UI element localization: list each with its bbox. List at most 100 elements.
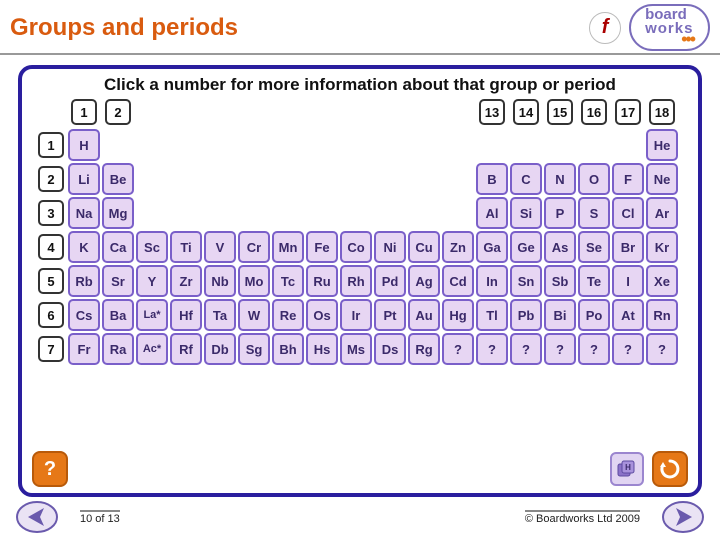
element-cell[interactable]: Pt <box>374 299 406 331</box>
element-cell[interactable]: Sc <box>136 231 168 263</box>
element-cell[interactable]: Ra <box>102 333 134 365</box>
element-cell[interactable]: Tl <box>476 299 508 331</box>
element-cell[interactable]: Ga <box>476 231 508 263</box>
element-cell[interactable]: Sb <box>544 265 576 297</box>
element-cell[interactable]: ? <box>476 333 508 365</box>
element-cell[interactable]: Sr <box>102 265 134 297</box>
element-cell[interactable]: B <box>476 163 508 195</box>
element-cell[interactable]: Mn <box>272 231 304 263</box>
element-cell[interactable]: Pd <box>374 265 406 297</box>
element-cell[interactable]: Nb <box>204 265 236 297</box>
element-cell[interactable]: Fe <box>306 231 338 263</box>
element-cell[interactable]: Mg <box>102 197 134 229</box>
element-cell[interactable]: Ti <box>170 231 202 263</box>
element-cell[interactable]: Br <box>612 231 644 263</box>
element-cell[interactable]: Hs <box>306 333 338 365</box>
element-cell[interactable]: Si <box>510 197 542 229</box>
element-cell[interactable]: Ru <box>306 265 338 297</box>
group-button-1[interactable]: 1 <box>71 99 97 125</box>
element-cell[interactable]: Li <box>68 163 100 195</box>
group-button-14[interactable]: 14 <box>513 99 539 125</box>
element-cell[interactable]: ? <box>612 333 644 365</box>
element-cell[interactable]: Ir <box>340 299 372 331</box>
element-cell[interactable]: K <box>68 231 100 263</box>
element-cell[interactable]: Cs <box>68 299 100 331</box>
element-cell[interactable]: Bh <box>272 333 304 365</box>
next-arrow-button[interactable] <box>662 500 704 534</box>
element-cell[interactable]: Cu <box>408 231 440 263</box>
element-cell[interactable]: In <box>476 265 508 297</box>
element-cell[interactable]: Rg <box>408 333 440 365</box>
element-cell[interactable]: Ms <box>340 333 372 365</box>
element-cell[interactable]: ? <box>442 333 474 365</box>
element-cell[interactable]: ? <box>510 333 542 365</box>
element-cell[interactable]: Ac* <box>136 333 168 365</box>
element-cell[interactable]: Ar <box>646 197 678 229</box>
element-cell[interactable]: Ba <box>102 299 134 331</box>
element-cell[interactable]: Zr <box>170 265 202 297</box>
element-cell[interactable]: Ag <box>408 265 440 297</box>
group-button-13[interactable]: 13 <box>479 99 505 125</box>
period-button-5[interactable]: 5 <box>38 268 64 294</box>
element-cell[interactable]: Sg <box>238 333 270 365</box>
element-cell[interactable]: Al <box>476 197 508 229</box>
element-cell[interactable]: Rb <box>68 265 100 297</box>
element-cell[interactable]: Rf <box>170 333 202 365</box>
element-cell[interactable]: F <box>612 163 644 195</box>
element-cell[interactable]: Ds <box>374 333 406 365</box>
element-cell[interactable]: Re <box>272 299 304 331</box>
element-cell[interactable]: ? <box>544 333 576 365</box>
reset-button[interactable] <box>652 451 688 487</box>
element-cell[interactable]: La* <box>136 299 168 331</box>
element-cell[interactable]: ? <box>578 333 610 365</box>
element-cell[interactable]: Rn <box>646 299 678 331</box>
element-cell[interactable]: W <box>238 299 270 331</box>
element-cell[interactable]: C <box>510 163 542 195</box>
group-button-17[interactable]: 17 <box>615 99 641 125</box>
element-cell[interactable]: Ta <box>204 299 236 331</box>
help-button[interactable]: ? <box>32 451 68 487</box>
group-button-2[interactable]: 2 <box>105 99 131 125</box>
period-button-7[interactable]: 7 <box>38 336 64 362</box>
element-cell[interactable]: Xe <box>646 265 678 297</box>
element-cell[interactable]: Sn <box>510 265 542 297</box>
element-cell[interactable]: Ni <box>374 231 406 263</box>
element-cell[interactable]: Co <box>340 231 372 263</box>
element-cell[interactable]: Db <box>204 333 236 365</box>
element-cell[interactable]: Te <box>578 265 610 297</box>
element-cell[interactable]: Bi <box>544 299 576 331</box>
element-cell[interactable]: Au <box>408 299 440 331</box>
element-cell[interactable]: Na <box>68 197 100 229</box>
element-cell[interactable]: S <box>578 197 610 229</box>
prev-arrow-button[interactable] <box>16 500 58 534</box>
element-cell[interactable]: ? <box>646 333 678 365</box>
element-cell[interactable]: Ca <box>102 231 134 263</box>
element-cell[interactable]: Os <box>306 299 338 331</box>
element-cell[interactable]: Cr <box>238 231 270 263</box>
element-cell[interactable]: Fr <box>68 333 100 365</box>
group-button-15[interactable]: 15 <box>547 99 573 125</box>
element-cell[interactable]: Pb <box>510 299 542 331</box>
element-cell[interactable]: Cl <box>612 197 644 229</box>
element-cell[interactable]: Mo <box>238 265 270 297</box>
element-cell[interactable]: Hg <box>442 299 474 331</box>
period-button-2[interactable]: 2 <box>38 166 64 192</box>
element-cell[interactable]: Tc <box>272 265 304 297</box>
group-button-16[interactable]: 16 <box>581 99 607 125</box>
element-cell[interactable]: Y <box>136 265 168 297</box>
period-button-1[interactable]: 1 <box>38 132 64 158</box>
period-button-6[interactable]: 6 <box>38 302 64 328</box>
element-cell[interactable]: I <box>612 265 644 297</box>
element-cell[interactable]: Be <box>102 163 134 195</box>
element-cell[interactable]: P <box>544 197 576 229</box>
element-cell[interactable]: Se <box>578 231 610 263</box>
element-cell[interactable]: N <box>544 163 576 195</box>
element-cell[interactable]: Rh <box>340 265 372 297</box>
element-cell[interactable]: Ge <box>510 231 542 263</box>
element-cell[interactable]: He <box>646 129 678 161</box>
element-cell[interactable]: Cd <box>442 265 474 297</box>
group-button-18[interactable]: 18 <box>649 99 675 125</box>
element-cell[interactable]: At <box>612 299 644 331</box>
period-button-4[interactable]: 4 <box>38 234 64 260</box>
element-cell[interactable]: O <box>578 163 610 195</box>
